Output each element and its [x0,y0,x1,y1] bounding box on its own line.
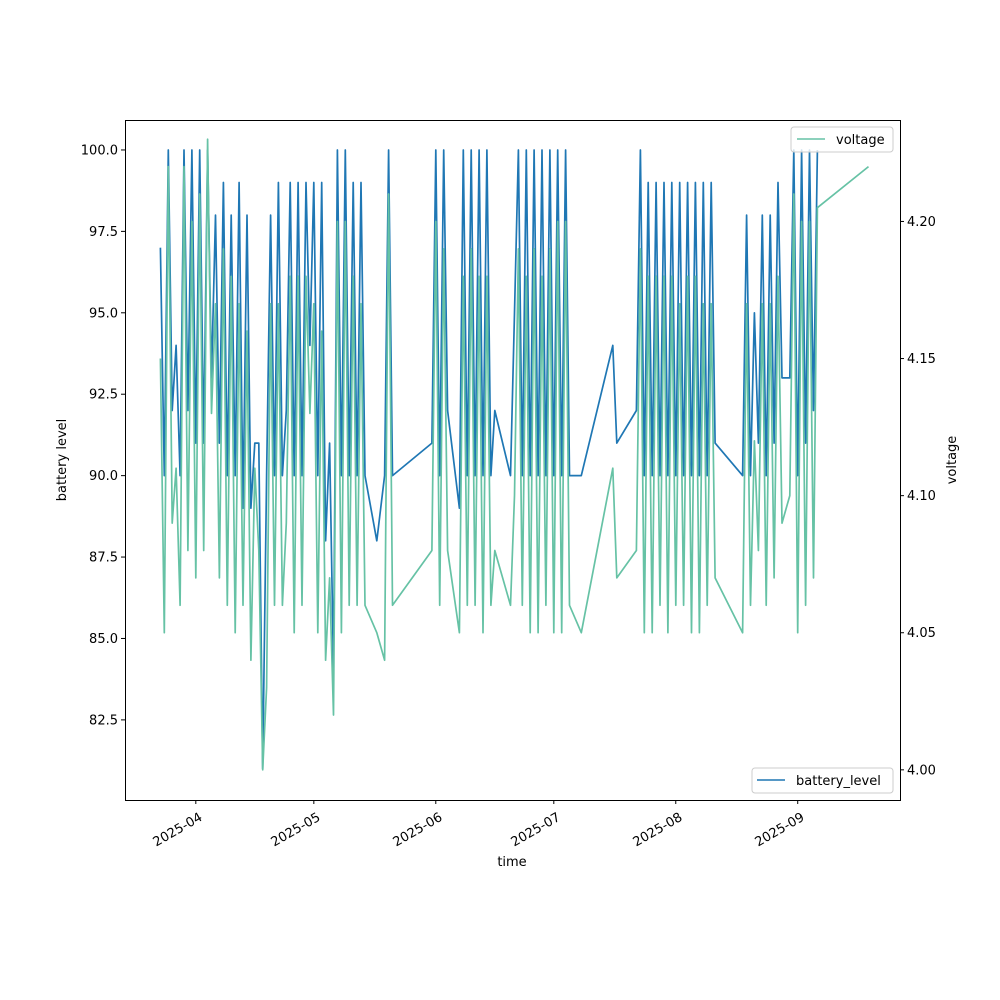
y2-tick-label: 4.00 [907,763,936,778]
legend-battery-level-label: battery_level [796,774,881,789]
x-tick-label: 2025-09 [753,810,808,850]
x-tick-label: 2025-04 [151,810,206,850]
y-tick-label: 95.0 [89,306,118,321]
y-tick-label: 87.5 [89,551,118,566]
y2-tick-label: 4.10 [907,489,936,504]
y-tick-label: 97.5 [89,225,118,240]
series-line-battery-level [159,149,819,770]
plot-lines [159,138,870,771]
x-axis-label: time [497,855,526,870]
y-axis-label: battery level [55,419,70,502]
x-tick-label: 2025-05 [269,810,324,850]
y2-tick-label: 4.05 [907,626,936,641]
x-axis-ticks: 2025-04 2025-05 2025-06 2025-07 2025-08 2025-… [151,800,807,850]
y-tick-label: 100.0 [81,143,118,158]
y-tick-label: 90.0 [89,469,118,484]
series-line-voltage [159,138,870,771]
legend-battery-level: battery_level [751,767,894,794]
y2-axis-ticks: 4.00 4.05 4.10 4.15 4.20 [900,215,936,778]
y-tick-label: 92.5 [89,388,118,403]
x-tick-label: 2025-06 [391,810,446,850]
x-tick-label: 2025-08 [631,810,686,850]
legend-voltage: voltage [790,126,894,153]
plot-frame [125,120,901,801]
y2-axis-label: voltage [945,436,960,485]
y2-tick-label: 4.15 [907,352,936,367]
y-axis-ticks: 82.5 85.0 87.5 90.0 92.5 95.0 97.5 100.0 [81,143,125,728]
y2-tick-label: 4.20 [907,215,936,230]
y-tick-label: 85.0 [89,632,118,647]
legend-voltage-label: voltage [836,133,885,148]
y-tick-label: 82.5 [89,713,118,728]
x-tick-label: 2025-07 [509,810,564,850]
